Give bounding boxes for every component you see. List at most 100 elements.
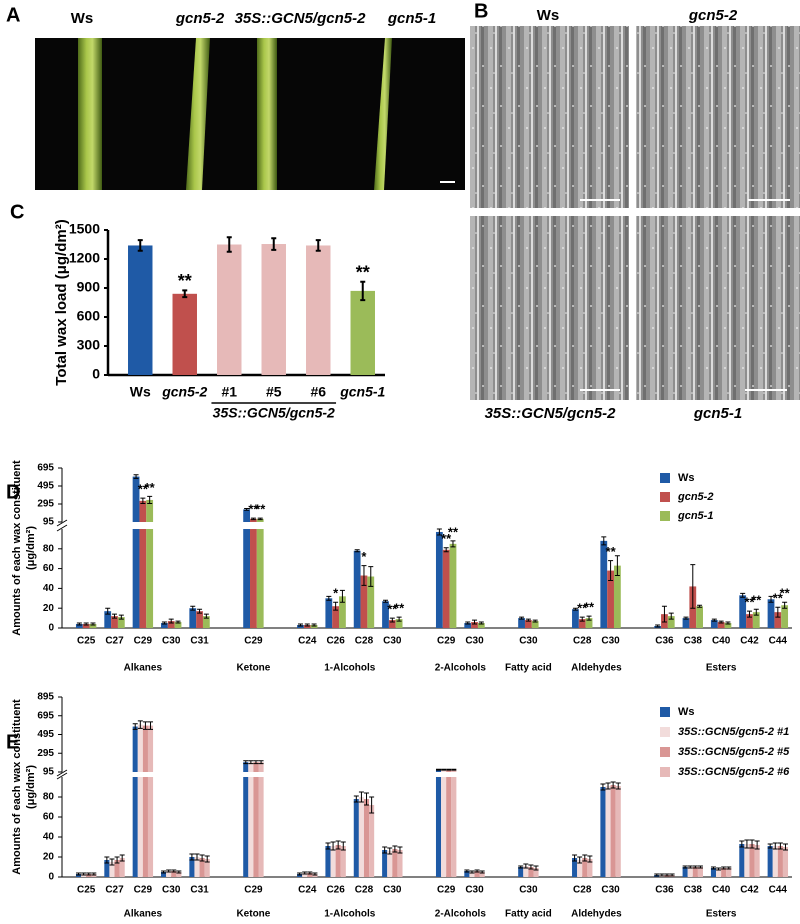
error-bar [76, 872, 82, 876]
x-tick-label: #5 [266, 384, 282, 400]
x-tick-label: C44 [769, 636, 788, 647]
legend-label: gcn5-1 [677, 510, 713, 522]
x-tick-label: C30 [465, 636, 484, 647]
bar [253, 762, 259, 772]
bar [687, 867, 693, 877]
bar [132, 529, 140, 628]
error-bar [197, 608, 203, 614]
legend-swatch [660, 492, 670, 502]
panel-a: A Ws gcn5-2 35S::GCN5/gcn5-2 gcn5-1 [6, 4, 465, 190]
y-tick-label: 895 [37, 692, 54, 703]
error-bar [767, 843, 773, 849]
group-label: 2-Alcohols [435, 909, 487, 920]
significance-mark: ** [138, 482, 149, 497]
error-bar [325, 842, 331, 850]
significance-mark: ** [577, 601, 588, 616]
error-bar [697, 604, 703, 608]
error-bar [307, 871, 313, 875]
bar [137, 777, 143, 877]
error-bar [605, 782, 611, 790]
error-bar [464, 869, 470, 873]
significance-mark: ** [780, 586, 791, 601]
significance-mark: ** [441, 531, 452, 546]
bar [382, 850, 388, 877]
error-bar [664, 873, 670, 877]
bar [353, 799, 359, 877]
error-bar [244, 508, 250, 511]
significance-mark: ** [248, 502, 259, 517]
bar [572, 609, 579, 628]
x-tick-label: C30 [601, 885, 620, 896]
genotype-label: gcn5-1 [693, 405, 742, 422]
error-bar [669, 873, 675, 877]
stem-photo [35, 38, 465, 190]
significance-mark: ** [387, 602, 398, 617]
bar [582, 858, 588, 877]
bar [253, 777, 259, 877]
bar [464, 871, 470, 877]
x-tick-label: C30 [519, 885, 538, 896]
error-bar [161, 621, 167, 625]
group-label: Esters [706, 909, 737, 920]
group-label: 1-Alcohols [324, 663, 376, 674]
bar [524, 620, 532, 628]
bar [446, 769, 452, 772]
x-tick-label: C31 [190, 636, 209, 647]
error-bar [725, 621, 731, 625]
bar [248, 777, 254, 877]
error-bar [112, 613, 118, 619]
sem-image [470, 26, 629, 208]
stem [186, 38, 210, 190]
error-bar [142, 721, 148, 730]
error-bar [772, 842, 778, 850]
error-bar [472, 619, 478, 625]
bar [607, 570, 614, 628]
y-tick-label: 40 [43, 832, 55, 843]
bar [167, 621, 175, 628]
bar [464, 623, 472, 628]
y-tick-label: 60 [43, 563, 55, 574]
bar [199, 858, 205, 877]
y-tick-label: 600 [77, 308, 101, 324]
x-tick-label: C44 [769, 885, 788, 896]
significance-mark: ** [255, 502, 266, 517]
group-label: Fatty acid [505, 663, 552, 674]
error-bar [525, 618, 531, 622]
error-bar [782, 843, 788, 851]
error-bar [161, 870, 167, 874]
error-bar [387, 847, 393, 855]
error-bar [171, 869, 177, 873]
error-bar [226, 236, 232, 253]
y-tick-label: 695 [37, 463, 54, 474]
error-bar [204, 855, 210, 863]
error-bar [389, 617, 395, 623]
bar [781, 605, 789, 628]
x-tick-label: C30 [519, 636, 538, 647]
error-bar [608, 560, 614, 581]
error-bar [354, 549, 360, 553]
error-bar [523, 863, 529, 869]
error-bar [749, 839, 755, 849]
y-tick-label: 20 [43, 852, 55, 863]
bar [477, 623, 485, 628]
stem [78, 38, 102, 190]
error-bar [91, 872, 97, 876]
bar [767, 599, 775, 628]
x-tick-label: C25 [77, 636, 96, 647]
error-bar [718, 620, 724, 624]
bar [248, 762, 254, 772]
y-tick-label: 95 [43, 767, 55, 778]
error-bar [740, 592, 746, 598]
bar [382, 601, 389, 628]
bar [395, 619, 403, 628]
x-tick-label: C42 [740, 636, 759, 647]
bar [615, 786, 621, 877]
group-label: 2-Alcohols [435, 663, 487, 674]
x-tick-label: C29 [134, 636, 153, 647]
bar [710, 620, 718, 628]
legend-swatch [660, 727, 670, 737]
bar [767, 846, 773, 877]
bar [176, 872, 182, 877]
bar [258, 762, 264, 772]
group-label: 35S::GCN5/gcn5-2 [213, 405, 335, 421]
